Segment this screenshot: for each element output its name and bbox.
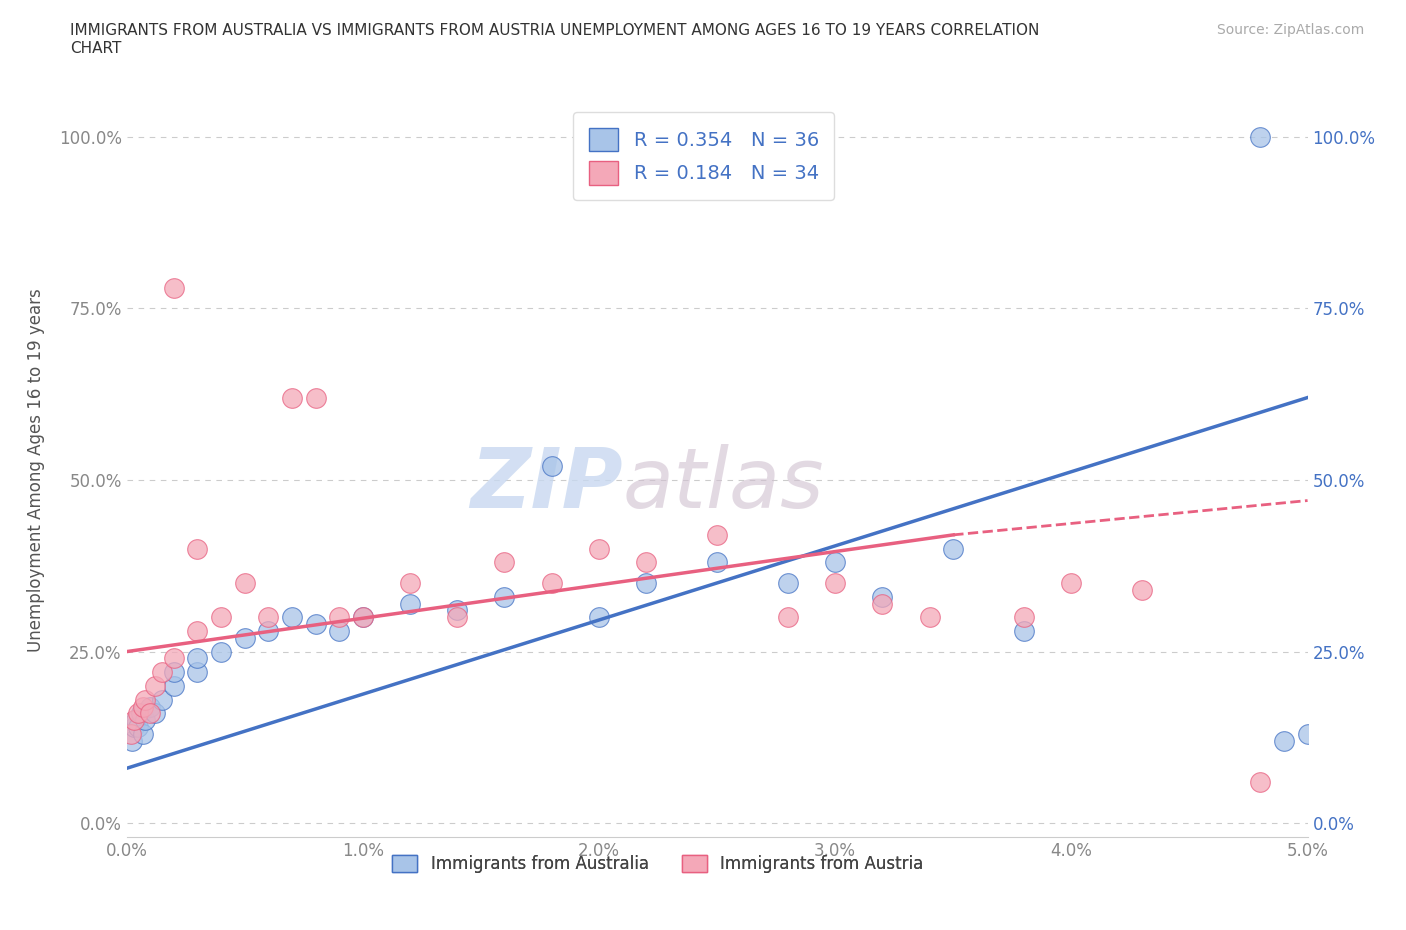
Point — [446, 610, 468, 625]
Point — [186, 541, 208, 556]
Point — [186, 665, 208, 680]
Point — [163, 280, 186, 295]
Point — [540, 576, 562, 591]
Point — [399, 576, 422, 591]
Point — [494, 555, 516, 570]
Point — [1296, 726, 1319, 741]
Point — [186, 624, 208, 639]
Point — [150, 692, 173, 707]
Point — [588, 541, 610, 556]
Point — [304, 617, 326, 631]
Point — [824, 576, 846, 591]
Point — [1249, 129, 1271, 144]
Point — [127, 720, 149, 735]
Point — [121, 734, 143, 749]
Point — [494, 590, 516, 604]
Point — [706, 527, 728, 542]
Point — [143, 679, 166, 694]
Point — [134, 692, 156, 707]
Point — [127, 706, 149, 721]
Point — [304, 390, 326, 405]
Point — [352, 610, 374, 625]
Point — [150, 665, 173, 680]
Point — [257, 624, 280, 639]
Point — [824, 555, 846, 570]
Point — [233, 576, 256, 591]
Point — [872, 596, 894, 611]
Point — [132, 699, 155, 714]
Point — [139, 699, 162, 714]
Point — [540, 458, 562, 473]
Point — [328, 624, 350, 639]
Point — [1012, 610, 1035, 625]
Point — [163, 665, 186, 680]
Point — [163, 651, 186, 666]
Point — [1012, 624, 1035, 639]
Point — [163, 679, 186, 694]
Legend: Immigrants from Australia, Immigrants from Austria: Immigrants from Australia, Immigrants fr… — [385, 848, 931, 880]
Point — [281, 390, 304, 405]
Point — [636, 555, 658, 570]
Y-axis label: Unemployment Among Ages 16 to 19 years: Unemployment Among Ages 16 to 19 years — [27, 287, 45, 652]
Point — [942, 541, 965, 556]
Point — [139, 706, 162, 721]
Point — [1130, 582, 1153, 597]
Point — [872, 590, 894, 604]
Point — [352, 610, 374, 625]
Point — [706, 555, 728, 570]
Point — [233, 631, 256, 645]
Point — [1249, 775, 1271, 790]
Point — [134, 712, 156, 727]
Point — [143, 706, 166, 721]
Point — [918, 610, 941, 625]
Point — [776, 576, 799, 591]
Point — [209, 610, 232, 625]
Point — [636, 576, 658, 591]
Text: atlas: atlas — [623, 444, 824, 525]
Point — [120, 726, 142, 741]
Text: ZIP: ZIP — [470, 444, 623, 525]
Text: Source: ZipAtlas.com: Source: ZipAtlas.com — [1216, 23, 1364, 37]
Point — [776, 610, 799, 625]
Point — [209, 644, 232, 659]
Point — [328, 610, 350, 625]
Point — [399, 596, 422, 611]
Point — [125, 712, 148, 727]
Point — [281, 610, 304, 625]
Point — [1060, 576, 1083, 591]
Point — [132, 726, 155, 741]
Point — [446, 603, 468, 618]
Point — [186, 651, 208, 666]
Point — [122, 712, 145, 727]
Text: IMMIGRANTS FROM AUSTRALIA VS IMMIGRANTS FROM AUSTRIA UNEMPLOYMENT AMONG AGES 16 : IMMIGRANTS FROM AUSTRALIA VS IMMIGRANTS … — [70, 23, 1039, 56]
Point — [122, 720, 145, 735]
Point — [257, 610, 280, 625]
Point — [1272, 734, 1295, 749]
Point — [129, 706, 152, 721]
Point — [588, 610, 610, 625]
